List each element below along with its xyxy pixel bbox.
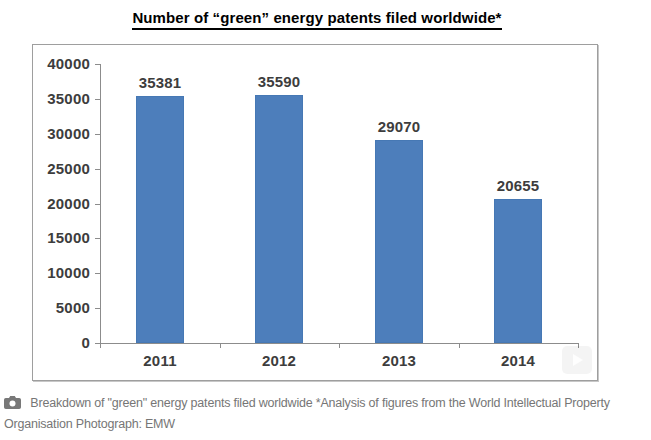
chart-title-wrap: Number of “green” energy patents filed w… [0,9,634,30]
y-axis-label: 40000 [36,56,90,72]
bar-value-label-2012: 35590 [234,73,324,91]
bar-2013 [375,140,423,343]
x-axis-line [100,343,579,344]
chart-box: 2014 20655 2013 29070 2012 35590 2011 35381 0 500… [32,44,598,381]
y-axis-label: 15000 [36,230,90,246]
x-tick [459,344,460,348]
y-axis-line [100,64,101,344]
x-axis-label-2011: 2011 [115,352,205,370]
chart-title: Number of “green” energy patents filed w… [132,9,501,30]
camera-icon [4,396,21,409]
bar-2012 [255,95,303,343]
bar-2011 [136,96,184,343]
caption-line-1: Breakdown of "green" energy patents file… [4,393,649,414]
bar-value-label-2013: 29070 [354,118,444,136]
x-axis-label-2012: 2012 [234,352,324,370]
photo-caption: Breakdown of "green" energy patents file… [4,393,649,435]
caption-line-1-text: Breakdown of "green" energy patents file… [30,396,610,410]
x-axis-label-2014: 2014 [473,352,563,370]
y-axis-label: 5000 [36,300,90,316]
play-watermark-icon [562,346,592,374]
x-tick [339,344,340,348]
bar-2014 [494,199,542,343]
bar-value-label-2014: 20655 [473,177,563,195]
y-axis-label: 30000 [36,126,90,142]
x-axis-label-2013: 2013 [354,352,444,370]
x-tick [220,344,221,348]
play-triangle-icon [573,354,583,366]
x-tick [100,344,101,348]
caption-line-2: Organisation Photograph: EMW [4,414,649,435]
y-axis-label: 10000 [36,265,90,281]
y-axis-label: 35000 [36,91,90,107]
bar-value-label-2011: 35381 [115,74,205,92]
y-axis-label: 0 [36,335,90,351]
y-axis-label: 20000 [36,196,90,212]
y-axis-label: 25000 [36,161,90,177]
